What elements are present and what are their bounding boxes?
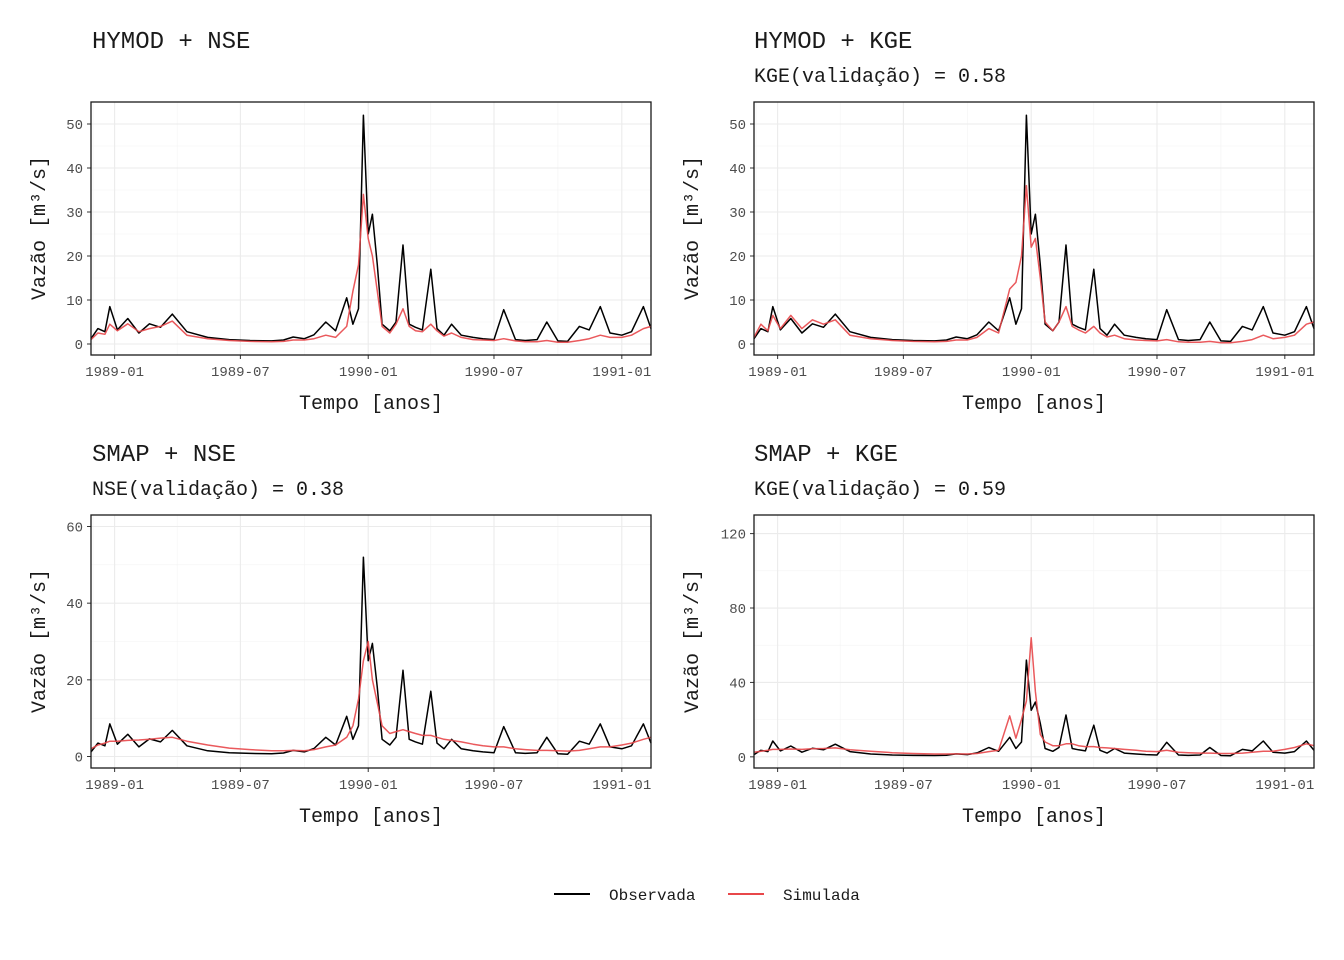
y-tick-label: 10 xyxy=(729,294,746,310)
y-tick-label: 10 xyxy=(66,294,83,310)
x-tick-label: 1991-01 xyxy=(592,365,651,381)
y-tick-label: 50 xyxy=(729,118,746,134)
plot-frame xyxy=(753,514,1315,769)
x-tick-label: 1991-01 xyxy=(1255,778,1314,794)
legend-label-simulada: Simulada xyxy=(783,887,860,905)
plot-frame xyxy=(753,101,1315,356)
x-tick-label: 1989-07 xyxy=(211,778,270,794)
plot-background xyxy=(754,515,1314,768)
x-tick-label: 1989-07 xyxy=(874,365,933,381)
x-tick-label: 1989-07 xyxy=(874,778,933,794)
panel-hymod-nse: HYMOD + NSE 0 10 20 30 40 50 1989-01 1989-07 199… xyxy=(29,29,652,416)
y-tick-label: 20 xyxy=(66,250,83,266)
y-tick-label: 30 xyxy=(729,206,746,222)
legend-label-observada: Observada xyxy=(609,887,696,905)
y-tick-label: 0 xyxy=(75,751,83,767)
x-axis-title: Tempo [anos] xyxy=(299,393,443,416)
panel-subtitle: KGE(validação) = 0.58 xyxy=(754,66,1006,89)
series-line-simulada xyxy=(753,184,1315,344)
series-line-simulada xyxy=(753,637,1315,755)
y-tick-label: 40 xyxy=(66,597,83,613)
series-line-simulada xyxy=(90,193,652,343)
x-tick-label: 1989-01 xyxy=(85,778,144,794)
panel-title: HYMOD + NSE xyxy=(92,29,250,56)
plot-area: 0 20 40 60 1989-01 1989-07 1990-01 1990-07 1991-… xyxy=(66,514,652,794)
series-line-observada xyxy=(753,659,1315,757)
y-tick-label: 0 xyxy=(738,338,746,354)
y-tick-label: 20 xyxy=(729,250,746,266)
y-tick-label: 120 xyxy=(721,528,746,544)
y-axis-title: Vazão [m³/s] xyxy=(29,569,52,713)
y-tick-label: 40 xyxy=(66,162,83,178)
series-line-observada xyxy=(90,556,652,755)
x-tick-label: 1989-01 xyxy=(748,365,807,381)
series-line-simulada xyxy=(90,640,652,752)
x-tick-label: 1990-01 xyxy=(1002,778,1061,794)
panel-title: SMAP + KGE xyxy=(754,442,898,469)
y-tick-label: 20 xyxy=(66,674,83,690)
y-tick-label: 0 xyxy=(738,751,746,767)
y-axis-title: Vazão [m³/s] xyxy=(29,156,52,300)
x-tick-label: 1989-01 xyxy=(748,778,807,794)
x-tick-label: 1991-01 xyxy=(592,778,651,794)
y-tick-label: 80 xyxy=(729,602,746,618)
y-tick-label: 60 xyxy=(66,521,83,537)
y-axis-title: Vazão [m³/s] xyxy=(682,569,705,713)
x-tick-label: 1990-07 xyxy=(1128,778,1187,794)
x-tick-label: 1990-01 xyxy=(339,365,398,381)
series-line-observada xyxy=(90,114,652,343)
y-tick-label: 30 xyxy=(66,206,83,222)
y-tick-label: 0 xyxy=(75,338,83,354)
panel-smap-nse: SMAP + NSE NSE(validação) = 0.38 0 20 40 60… xyxy=(29,442,652,829)
x-axis-title: Tempo [anos] xyxy=(962,393,1106,416)
plot-area: 0 40 80 120 1989-01 1989-07 1990-01 1990-07 1991… xyxy=(721,514,1315,794)
panel-title: SMAP + NSE xyxy=(92,442,236,469)
panel-smap-kge: SMAP + KGE KGE(validação) = 0.59 0 40 80 12… xyxy=(682,442,1315,829)
y-axis-title: Vazão [m³/s] xyxy=(682,156,705,300)
x-tick-label: 1990-01 xyxy=(339,778,398,794)
plot-area: 0 10 20 30 40 50 1989-01 1989-07 1990-01 1990-07 1… xyxy=(729,101,1315,381)
y-tick-label: 50 xyxy=(66,118,83,134)
panel-subtitle: KGE(validação) = 0.59 xyxy=(754,479,1006,502)
x-tick-label: 1990-01 xyxy=(1002,365,1061,381)
y-tick-label: 40 xyxy=(729,162,746,178)
panel-title: HYMOD + KGE xyxy=(754,29,912,56)
y-tick-label: 40 xyxy=(729,676,746,692)
legend: Observada Simulada xyxy=(554,887,860,905)
x-tick-label: 1989-01 xyxy=(85,365,144,381)
panel-subtitle: NSE(validação) = 0.38 xyxy=(92,479,344,502)
x-tick-label: 1991-01 xyxy=(1255,365,1314,381)
x-tick-label: 1990-07 xyxy=(465,778,524,794)
x-axis-title: Tempo [anos] xyxy=(299,806,443,829)
plot-area: 0 10 20 30 40 50 1989-01 1989-07 1990-01 1990-07 1… xyxy=(66,101,652,381)
plot-frame xyxy=(90,514,652,769)
x-tick-label: 1989-07 xyxy=(211,365,270,381)
panel-hymod-kge: HYMOD + KGE KGE(validação) = 0.58 0 10 20 3… xyxy=(682,29,1315,416)
x-tick-label: 1990-07 xyxy=(1128,365,1187,381)
plot-frame xyxy=(90,101,652,356)
x-axis-title: Tempo [anos] xyxy=(962,806,1106,829)
x-tick-label: 1990-07 xyxy=(465,365,524,381)
